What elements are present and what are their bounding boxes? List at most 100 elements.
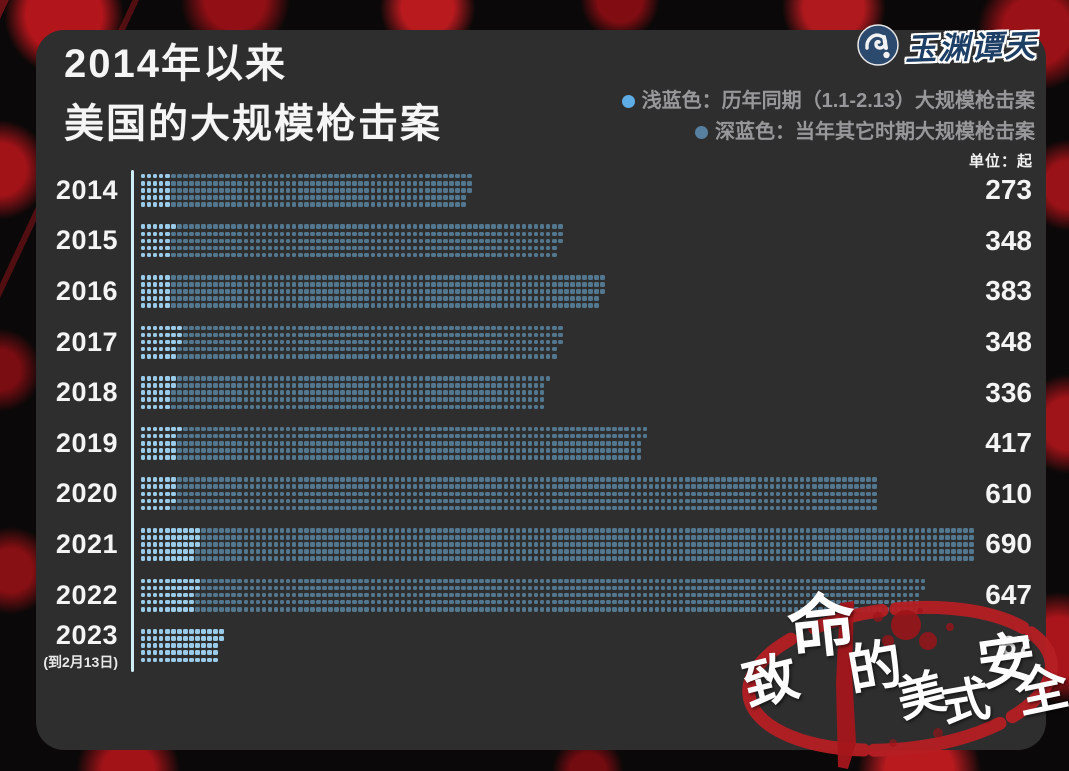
dot — [430, 606, 436, 612]
dot — [273, 346, 279, 352]
dot — [388, 296, 394, 301]
dot — [521, 455, 527, 460]
dot — [243, 498, 249, 504]
dot — [733, 498, 738, 504]
dot — [539, 289, 545, 294]
dot — [817, 549, 823, 554]
dot — [437, 433, 442, 439]
dot — [322, 238, 327, 244]
dot — [854, 556, 859, 561]
dot — [539, 275, 545, 280]
dot — [352, 397, 357, 403]
dot — [273, 296, 279, 301]
dot — [545, 275, 551, 280]
dot — [243, 455, 249, 460]
dot — [316, 296, 321, 301]
dot — [485, 353, 490, 359]
dot — [703, 578, 708, 584]
dot — [461, 376, 466, 381]
dot — [697, 498, 702, 504]
dot — [316, 606, 321, 612]
dot — [878, 527, 884, 533]
dot — [515, 353, 521, 359]
dot — [291, 296, 297, 301]
dot — [545, 303, 551, 308]
dot — [146, 657, 152, 663]
dot — [406, 556, 412, 561]
dot — [860, 535, 865, 540]
dot — [316, 397, 321, 403]
dot — [394, 527, 400, 533]
dot — [515, 275, 521, 280]
dot — [824, 484, 829, 490]
dot — [183, 252, 188, 258]
dot — [358, 332, 363, 338]
dot — [582, 289, 587, 294]
dot — [316, 433, 321, 439]
dot — [255, 275, 261, 280]
dot — [902, 527, 908, 533]
dot — [509, 289, 515, 294]
dot — [739, 599, 744, 605]
dot — [697, 599, 702, 605]
dot — [249, 289, 255, 294]
dot — [521, 390, 527, 395]
dot — [564, 296, 569, 301]
dot — [382, 231, 388, 237]
dot — [666, 505, 672, 511]
dot — [424, 339, 430, 345]
dot — [189, 484, 194, 490]
dot — [449, 289, 454, 294]
dot — [267, 404, 273, 410]
dot — [201, 426, 206, 432]
dot — [527, 527, 533, 533]
dot — [412, 477, 418, 482]
dot — [376, 332, 382, 338]
dot — [346, 542, 351, 547]
dot — [146, 173, 152, 179]
dot — [455, 527, 460, 533]
dot — [303, 433, 309, 439]
dot — [255, 426, 261, 432]
dot — [358, 606, 363, 612]
dot — [273, 224, 279, 229]
dot — [539, 339, 545, 345]
dot — [261, 353, 267, 359]
dot — [418, 180, 424, 186]
dot — [539, 433, 545, 439]
dot — [443, 498, 448, 504]
dot — [152, 275, 158, 280]
dot — [733, 505, 738, 511]
dot — [231, 397, 237, 403]
dot — [545, 606, 551, 612]
dot — [624, 585, 630, 591]
dot — [376, 390, 382, 395]
dot — [189, 592, 194, 598]
dot — [582, 303, 587, 308]
dot — [291, 556, 297, 561]
dot — [207, 245, 212, 251]
dot — [430, 397, 436, 403]
dot — [340, 455, 345, 460]
dot — [285, 426, 291, 432]
dot — [334, 346, 339, 352]
dot — [388, 527, 394, 533]
dot — [485, 440, 490, 446]
dot — [497, 535, 503, 540]
dot — [237, 231, 243, 237]
dot — [533, 238, 539, 244]
dot — [461, 224, 466, 229]
dot — [557, 592, 563, 598]
dot — [479, 238, 484, 244]
dot — [267, 289, 273, 294]
dot — [388, 252, 394, 258]
dot — [213, 448, 218, 453]
dot — [588, 498, 593, 504]
dot — [334, 195, 339, 200]
dot — [322, 289, 327, 294]
dot — [273, 426, 279, 432]
dot — [461, 505, 466, 511]
dot — [231, 252, 237, 258]
dot — [576, 549, 581, 554]
dot — [207, 440, 212, 446]
